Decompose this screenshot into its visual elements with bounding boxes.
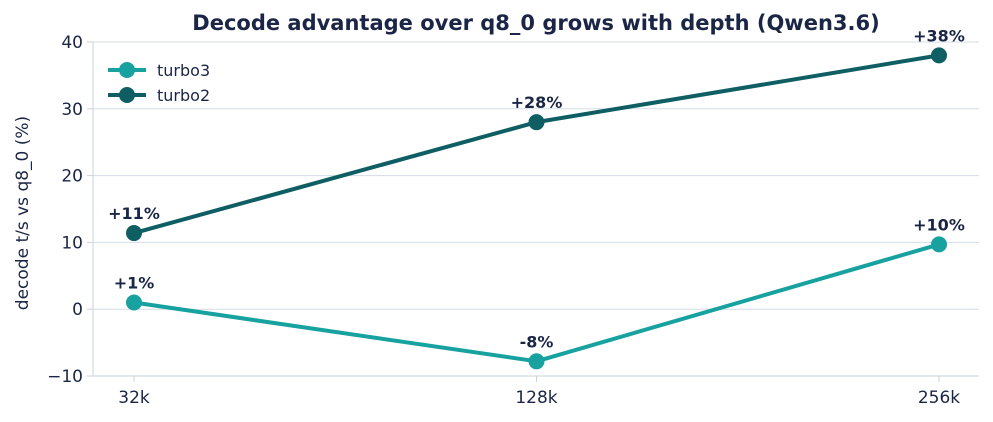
legend-item-turbo3: turbo3 [108,61,210,80]
axes: −10 0 10 20 30 40 32k 128k 256k [47,33,979,408]
x-tick-label: 256k [918,388,960,408]
y-tick-label: 0 [72,300,83,320]
legend-swatch-marker [119,62,135,78]
legend: turbo3 turbo2 [108,61,210,105]
series-layer [126,47,947,370]
x-tick-label: 128k [515,388,557,408]
data-point-turbo2 [528,114,545,131]
chart-title: Decode advantage over q8_0 grows with de… [192,11,879,35]
data-label-turbo2: +11% [108,204,160,223]
legend-item-turbo2: turbo2 [108,86,210,105]
x-tick-label: 32k [118,388,150,408]
data-label-turbo2: +28% [511,93,563,112]
y-tick-label: 30 [61,100,83,120]
data-labels: +1% -8% +10% +11% +28% +38% [108,26,965,351]
legend-label: turbo3 [157,61,210,80]
legend-swatch-marker [119,87,135,103]
y-tick-label: 10 [61,233,83,253]
y-axis-label: decode t/s vs q8_0 (%) [13,116,33,310]
data-point-turbo3 [931,236,947,253]
data-point-turbo2 [126,225,142,242]
data-point-turbo3 [528,353,545,370]
data-label-turbo3: +1% [114,274,155,293]
data-label-turbo3: -8% [520,332,554,351]
y-tick-label: −10 [47,367,83,387]
series-line-turbo2 [132,53,941,236]
y-tick-label: 20 [61,167,83,187]
data-label-turbo3: +10% [913,215,965,234]
legend-label: turbo2 [157,86,210,105]
data-point-turbo2 [931,47,947,64]
data-label-turbo2: +38% [913,26,965,45]
data-point-turbo3 [126,294,142,311]
y-tick-label: 40 [61,33,83,53]
